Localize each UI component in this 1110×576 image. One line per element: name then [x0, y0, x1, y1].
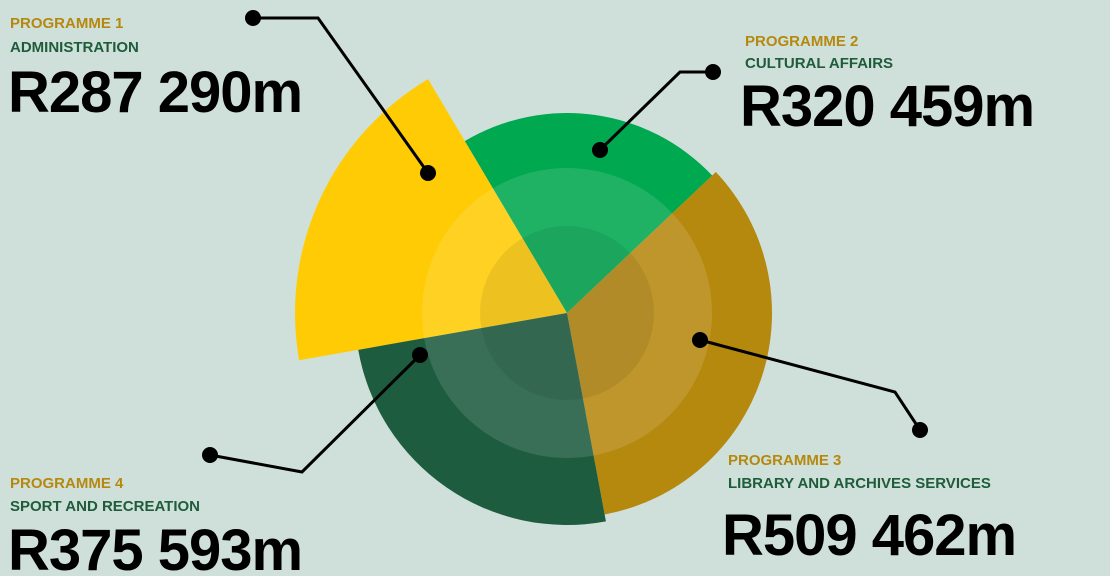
pie-slice — [295, 79, 567, 361]
leader-dot — [692, 332, 708, 348]
core-ring — [480, 226, 654, 400]
leader-dot — [202, 447, 218, 463]
leader-line — [209, 353, 422, 474]
programme-label: PROGRAMME 2 — [745, 33, 858, 50]
programme-name: LIBRARY AND ARCHIVES SERVICES — [728, 475, 991, 492]
value-label: R287 290m — [8, 60, 302, 125]
value-label: R509 462m — [722, 503, 1016, 568]
inner-ring — [422, 168, 712, 458]
pie-slice — [567, 172, 773, 515]
programme-name: CULTURAL AFFAIRS — [745, 55, 893, 72]
leader-line — [699, 338, 922, 431]
pie-slice — [358, 313, 606, 525]
leader-line — [598, 70, 713, 152]
leader-dot — [912, 422, 928, 438]
pie — [295, 79, 773, 525]
leader-dot — [245, 10, 261, 26]
pie-slice — [464, 113, 713, 313]
leader-dot — [420, 165, 436, 181]
programme-label: PROGRAMME 3 — [728, 452, 841, 469]
leader-line — [253, 16, 430, 174]
programme-name: SPORT AND RECREATION — [10, 498, 200, 515]
programme-label: PROGRAMME 4 — [10, 475, 124, 492]
programme-label: PROGRAMME 1 — [10, 15, 123, 32]
leaders — [202, 10, 928, 474]
leader-dot — [592, 142, 608, 158]
leader-dot — [705, 64, 721, 80]
leader-dot — [412, 347, 428, 363]
value-label: R375 593m — [8, 518, 302, 576]
value-label: R320 459m — [740, 74, 1034, 139]
programme-name: ADMINISTRATION — [10, 39, 139, 56]
